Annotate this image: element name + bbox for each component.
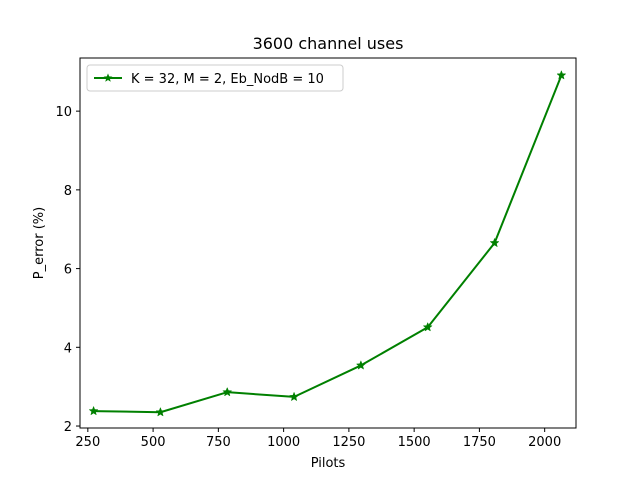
data-point bbox=[355, 360, 366, 370]
x-tick-label: 250 bbox=[75, 435, 100, 450]
chart-title: 3600 channel uses bbox=[253, 34, 404, 53]
data-point bbox=[556, 70, 567, 80]
x-tick-label: 1000 bbox=[267, 435, 300, 450]
series-line bbox=[93, 74, 563, 414]
data-point bbox=[155, 406, 166, 417]
x-tick-label: 2000 bbox=[528, 435, 561, 450]
legend: K = 32, M = 2, Eb_NodB = 10 bbox=[86, 64, 344, 92]
data-point bbox=[88, 405, 99, 416]
axis-ticks: 250 500 750 1000 1250 1500 1750 2000 2 4 6 8 10 bbox=[55, 105, 561, 450]
legend-label: K = 32, M = 2, Eb_NodB = 10 bbox=[131, 72, 324, 87]
y-tick-label: 6 bbox=[64, 263, 72, 278]
y-tick-label: 4 bbox=[64, 341, 72, 356]
x-tick-label: 500 bbox=[141, 435, 166, 450]
x-axis-label: Pilots bbox=[311, 456, 346, 471]
x-tick-label: 750 bbox=[206, 435, 231, 450]
y-tick-label: 10 bbox=[55, 105, 72, 120]
legend-marker bbox=[103, 73, 113, 82]
plot-frame bbox=[79, 57, 577, 429]
data-point bbox=[422, 321, 433, 332]
y-tick-label: 8 bbox=[64, 184, 72, 199]
y-tick-label: 2 bbox=[64, 420, 72, 435]
x-tick-label: 1500 bbox=[398, 435, 431, 450]
legend-box bbox=[86, 64, 344, 92]
series-layer bbox=[88, 70, 567, 417]
y-axis-label: P_error (%) bbox=[32, 207, 47, 279]
x-tick-label: 1750 bbox=[463, 435, 496, 450]
x-tick-label: 1250 bbox=[332, 435, 365, 450]
data-point bbox=[289, 391, 300, 402]
data-point bbox=[222, 386, 233, 397]
data-point bbox=[489, 237, 500, 248]
